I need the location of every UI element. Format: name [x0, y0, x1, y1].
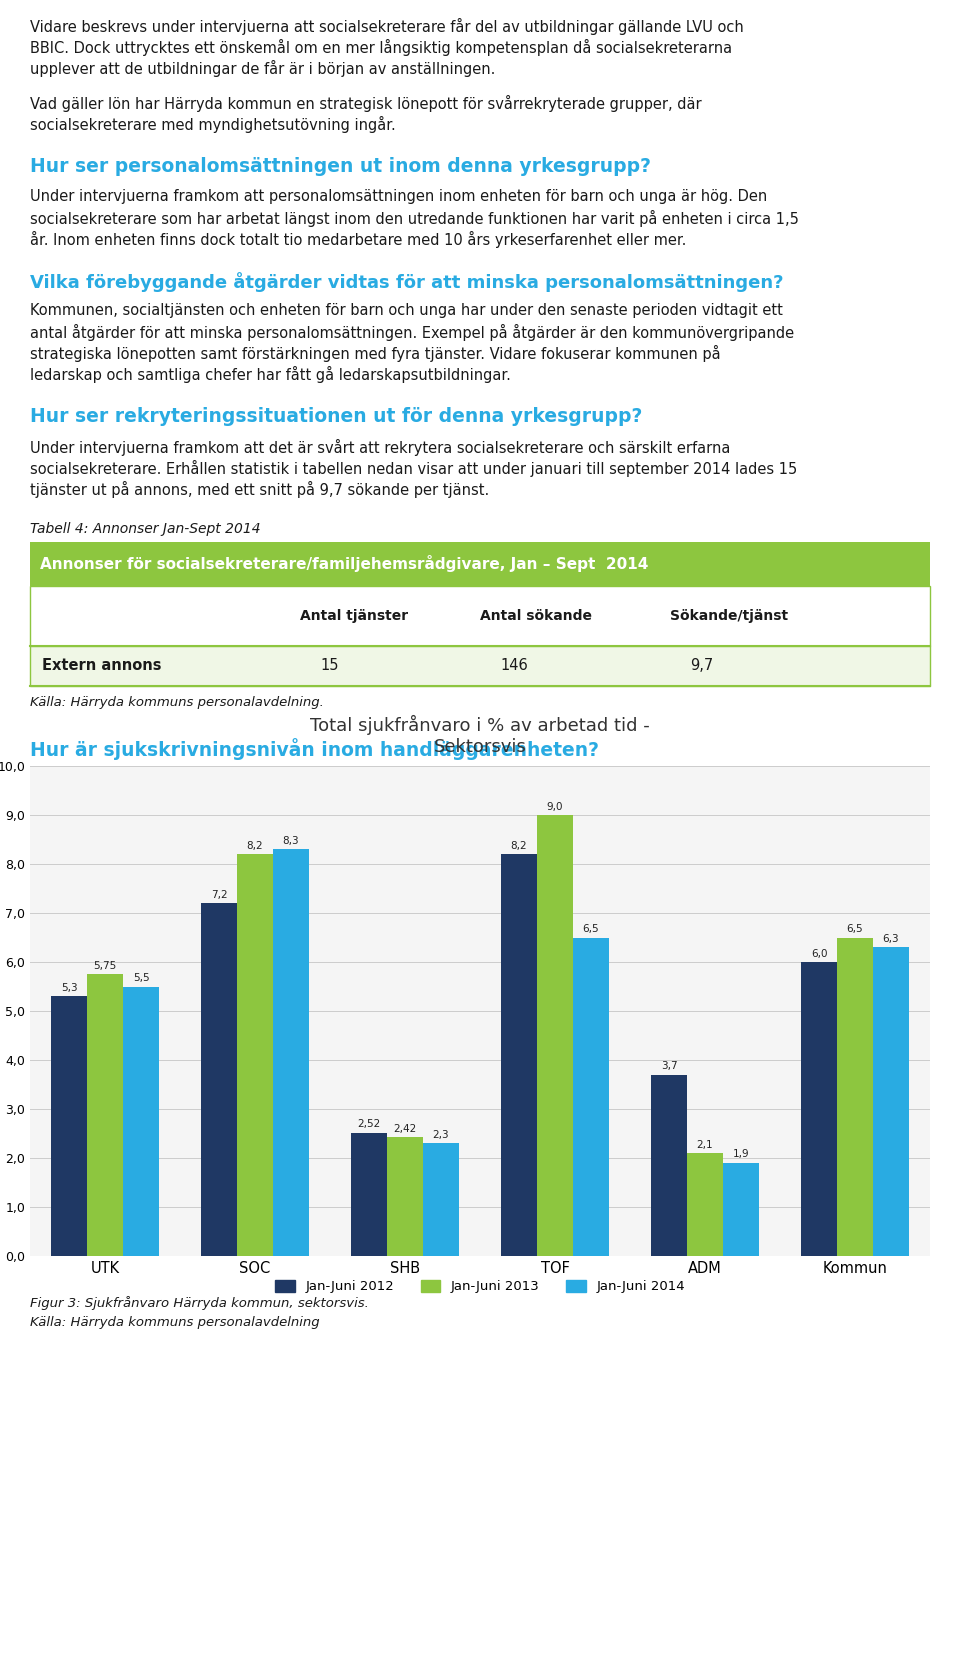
- Text: ledarskap och samtliga chefer har fått gå ledarskapsutbildningar.: ledarskap och samtliga chefer har fått g…: [30, 365, 511, 384]
- Text: 5,3: 5,3: [60, 983, 78, 993]
- Text: strategiska lönepotten samt förstärkningen med fyra tjänster. Vidare fokuserar k: strategiska lönepotten samt förstärkning…: [30, 345, 721, 362]
- Bar: [51, 997, 87, 1256]
- Text: 2,3: 2,3: [433, 1129, 449, 1139]
- Text: Figur 3: Sjukfrånvaro Härryda kommun, sektorsvis.: Figur 3: Sjukfrånvaro Härryda kommun, se…: [30, 1296, 369, 1311]
- Text: 146: 146: [500, 658, 528, 673]
- Text: 2,42: 2,42: [394, 1124, 417, 1134]
- Bar: [273, 849, 309, 1256]
- Text: Vilka förebyggande åtgärder vidtas för att minska personalomsättningen?: Vilka förebyggande åtgärder vidtas för a…: [30, 272, 783, 292]
- Bar: [537, 816, 573, 1256]
- Text: 3,7: 3,7: [660, 1061, 678, 1071]
- Text: 8,2: 8,2: [247, 840, 263, 850]
- Text: Antal sökande: Antal sökande: [480, 610, 592, 623]
- FancyBboxPatch shape: [30, 586, 930, 646]
- Text: Kommunen, socialtjänsten och enheten för barn och unga har under den senaste per: Kommunen, socialtjänsten och enheten för…: [30, 302, 782, 317]
- Text: Under intervjuerna framkom att personalomsättningen inom enheten för barn och un: Under intervjuerna framkom att personalo…: [30, 189, 767, 204]
- Bar: [687, 1153, 723, 1256]
- Text: 8,2: 8,2: [511, 840, 527, 850]
- Text: 9,7: 9,7: [690, 658, 713, 673]
- Text: socialsekreterare. Erhållen statistik i tabellen nedan visar att under januari t: socialsekreterare. Erhållen statistik i …: [30, 460, 797, 477]
- Text: 5,75: 5,75: [93, 960, 116, 970]
- Text: tjänster ut på annons, med ett snitt på 9,7 sökande per tjänst.: tjänster ut på annons, med ett snitt på …: [30, 482, 490, 498]
- Bar: [801, 962, 837, 1256]
- Bar: [573, 937, 609, 1256]
- Text: 1,9: 1,9: [732, 1149, 750, 1159]
- Text: Hur är sjukskrivningsnivån inom handläggarenheten?: Hur är sjukskrivningsnivån inom handlägg…: [30, 737, 599, 761]
- Bar: [351, 1133, 387, 1256]
- Text: Under intervjuerna framkom att det är svårt att rekrytera socialsekreterare och : Under intervjuerna framkom att det är sv…: [30, 439, 731, 457]
- Text: socialsekreterare med myndighetsutövning ingår.: socialsekreterare med myndighetsutövning…: [30, 116, 396, 133]
- Bar: [423, 1143, 459, 1256]
- Text: 6,3: 6,3: [882, 933, 900, 943]
- Text: socialsekreterare som har arbetat längst inom den utredande funktionen har varit: socialsekreterare som har arbetat längst…: [30, 209, 799, 228]
- Text: Tabell 4: Annonser Jan-Sept 2014: Tabell 4: Annonser Jan-Sept 2014: [30, 522, 260, 537]
- Text: år. Inom enheten finns dock totalt tio medarbetare med 10 års yrkeserfarenhet el: år. Inom enheten finns dock totalt tio m…: [30, 231, 686, 247]
- Bar: [837, 937, 873, 1256]
- Bar: [501, 854, 537, 1256]
- Text: Källa: Härryda kommuns personalavdelning: Källa: Härryda kommuns personalavdelning: [30, 1316, 320, 1329]
- Bar: [651, 1075, 687, 1256]
- Text: BBIC. Dock uttrycktes ett önskemål om en mer långsiktig kompetensplan då socials: BBIC. Dock uttrycktes ett önskemål om en…: [30, 38, 732, 56]
- Bar: [237, 854, 273, 1256]
- Bar: [723, 1163, 759, 1256]
- Text: Sökande/tjänst: Sökande/tjänst: [670, 610, 788, 623]
- Text: Extern annons: Extern annons: [42, 658, 161, 673]
- Text: 2,1: 2,1: [697, 1139, 713, 1149]
- Text: antal åtgärder för att minska personalomsättningen. Exempel på åtgärder är den k: antal åtgärder för att minska personalom…: [30, 324, 794, 341]
- Bar: [873, 947, 909, 1256]
- Text: 8,3: 8,3: [282, 835, 300, 845]
- FancyBboxPatch shape: [30, 646, 930, 686]
- Text: 6,0: 6,0: [811, 948, 828, 958]
- Bar: [87, 975, 123, 1256]
- Text: Vad gäller lön har Härryda kommun en strategisk lönepott för svårrekryterade gru: Vad gäller lön har Härryda kommun en str…: [30, 95, 702, 111]
- Text: Hur ser personalomsättningen ut inom denna yrkesgrupp?: Hur ser personalomsättningen ut inom den…: [30, 158, 651, 176]
- Text: Antal tjänster: Antal tjänster: [300, 610, 408, 623]
- Bar: [201, 904, 237, 1256]
- Text: 2,52: 2,52: [357, 1120, 380, 1129]
- Legend: Jan-Juni 2012, Jan-Juni 2013, Jan-Juni 2014: Jan-Juni 2012, Jan-Juni 2013, Jan-Juni 2…: [270, 1274, 690, 1299]
- Text: 9,0: 9,0: [547, 802, 564, 812]
- Title: Total sjukfrånvaro i % av arbetad tid -
Sektorsvis: Total sjukfrånvaro i % av arbetad tid - …: [310, 716, 650, 756]
- Bar: [387, 1138, 423, 1256]
- FancyBboxPatch shape: [30, 541, 930, 586]
- Text: 5,5: 5,5: [132, 973, 150, 983]
- Text: Hur ser rekryteringssituationen ut för denna yrkesgrupp?: Hur ser rekryteringssituationen ut för d…: [30, 407, 642, 425]
- Text: Annonser för socialsekreterare/familjehemsrådgivare, Jan – Sept  2014: Annonser för socialsekreterare/familjehe…: [40, 555, 648, 573]
- Text: 6,5: 6,5: [847, 924, 863, 933]
- Text: 7,2: 7,2: [210, 890, 228, 900]
- Bar: [123, 987, 159, 1256]
- Text: Källa: Härryda kommuns personalavdelning.: Källa: Härryda kommuns personalavdelning…: [30, 696, 324, 709]
- Text: upplever att de utbildningar de får är i början av anställningen.: upplever att de utbildningar de får är i…: [30, 60, 495, 76]
- Text: 15: 15: [320, 658, 339, 673]
- Text: 6,5: 6,5: [583, 924, 599, 933]
- Text: Vidare beskrevs under intervjuerna att socialsekreterare får del av utbildningar: Vidare beskrevs under intervjuerna att s…: [30, 18, 744, 35]
